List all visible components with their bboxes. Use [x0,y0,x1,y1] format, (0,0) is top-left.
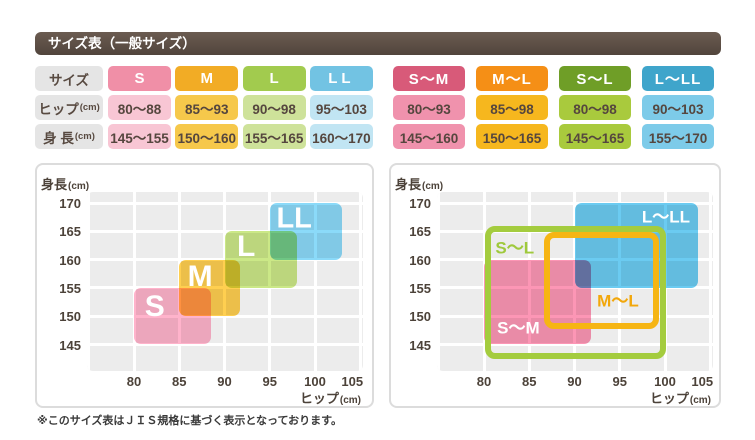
size-region-label-M: M [187,260,213,294]
size-header-cell-right: L〜LL [642,66,714,91]
x-axis-title-right: ヒップ(cm) [561,388,711,407]
y-axis-title-left: 身長(cm) [41,174,89,193]
size-data-cell-right: 155〜170 [642,124,714,149]
grid-line-horizontal [87,201,363,205]
y-tick-label: 145 [409,337,431,353]
grid-line-vertical [313,192,317,371]
x-tick-label: 90 [567,374,582,389]
size-region-label-LL: LL [276,202,312,235]
grid-line-horizontal [437,343,713,346]
y-axis-title-unit: (cm) [68,181,90,192]
size-data-cell-right: 85〜98 [476,95,548,120]
row-label-text: 身 長 [43,130,74,146]
grid-line-vertical [132,192,136,371]
y-tick-label: 160 [409,252,431,268]
size-region-LL-fill [269,203,343,260]
size-region-label-M〜L: M〜L [597,291,639,311]
grid-line-vertical [87,192,91,371]
y-tick-label: 155 [59,280,81,296]
y-axis-title-text: 身長 [41,177,68,192]
page-title-text: サイズ表（一般サイズ） [48,36,196,51]
size-data-cell-right: 90〜103 [642,95,714,120]
x-tick-label: 85 [172,374,187,389]
x-axis-title-unit: (cm) [339,395,361,406]
size-data-cell-right: 80〜98 [559,95,631,120]
size-range-chart-wide: S〜M L〜LL S〜L M〜L [437,192,713,371]
size-region-label-L: L [237,230,256,264]
size-region-label-S: S [144,289,165,323]
y-tick-label: 160 [59,252,81,268]
row-label-unit: (cm) [79,102,100,113]
size-region-S〜M-fill [484,259,591,345]
x-tick-label: 85 [522,374,537,389]
jis-footnote: ※このサイズ表はＪＩＳ規格に基づく表示となっております。 [37,415,343,427]
x-tick-label: 105 [341,374,364,389]
x-axis-title-left: ヒップ(cm) [211,388,361,407]
size-data-cell-right: 150〜165 [476,124,548,149]
x-axis-title-text: ヒップ [299,391,339,406]
x-tick-label: 80 [476,374,492,389]
grid-line-vertical [358,192,362,371]
size-region-M〜L-outline [544,231,660,329]
y-tick-label: 150 [59,309,81,325]
size-data-cell-left: 160〜170 [309,124,373,149]
size-region-L〜LL-fill [574,203,698,288]
y-tick-label: 165 [409,224,431,240]
size-header-cell-right: S〜L [559,66,631,91]
y-tick-label: 170 [59,196,81,211]
x-tick-label: 105 [691,374,714,389]
size-region-label-S〜L: S〜L [495,238,535,258]
y-tick-label: 165 [59,224,81,240]
x-tick-label: 100 [304,374,326,389]
size-range-chart-general: S M L LL [87,192,363,371]
x-tick-label: 95 [262,374,277,389]
grid-line-vertical [708,192,712,371]
y-tick-label: 145 [59,337,81,353]
row-label-cell: サイズ [35,66,103,91]
grid-line-horizontal [87,229,363,233]
x-axis-title-unit: (cm) [689,395,711,406]
row-label-cell: 身 長 (cm) [35,124,103,149]
y-axis-title-right: 身長(cm) [395,174,443,193]
size-data-cell-left: 90〜98 [242,95,306,120]
y-tick-label: 170 [409,196,431,211]
y-tick-label: 155 [409,280,431,296]
y-axis-title-unit: (cm) [422,181,444,192]
size-data-cell-left: 155〜165 [242,124,306,149]
y-axis-title-text: 身長 [395,177,422,192]
x-tick-label: 90 [217,374,232,389]
row-label-cell: ヒップ (cm) [35,95,103,120]
size-header-cell-right: S〜M [393,66,465,91]
size-header-cell-left: S [108,66,171,91]
size-data-cell-left: 85〜93 [175,95,239,120]
size-header-cell-left: M [175,66,239,91]
size-data-cell-left: 95〜103 [309,95,373,120]
page-title: サイズ表（一般サイズ） [35,32,721,55]
row-label-text: サイズ [48,72,90,88]
grid-line-vertical [437,192,441,371]
size-data-cell-right: 80〜93 [393,95,465,120]
grid-line-horizontal [87,343,363,346]
size-header-cell-left: LL [309,66,373,91]
size-header-cell-right: M〜L [476,66,548,91]
size-data-cell-left: 145〜155 [108,124,171,149]
grid-line-horizontal [437,201,713,205]
x-axis-title-text: ヒップ [649,391,689,406]
size-region-S〜L-outline [484,226,666,360]
x-tick-label: 95 [612,374,627,389]
size-header-cell-left: L [242,66,306,91]
y-tick-label: 150 [409,309,431,325]
x-tick-label: 80 [126,374,142,389]
size-region-label-L〜LL: L〜LL [641,207,690,227]
size-data-cell-left: 80〜88 [108,95,171,120]
size-data-cell-right: 145〜165 [559,124,631,149]
size-region-label-S〜M: S〜M [497,318,540,338]
grid-line-horizontal [87,314,363,318]
row-label-unit: (cm) [74,131,95,142]
x-tick-label: 100 [654,374,676,389]
size-data-cell-left: 150〜160 [175,124,239,149]
row-label-text: ヒップ [38,101,79,117]
size-data-cell-right: 145〜160 [393,124,465,149]
